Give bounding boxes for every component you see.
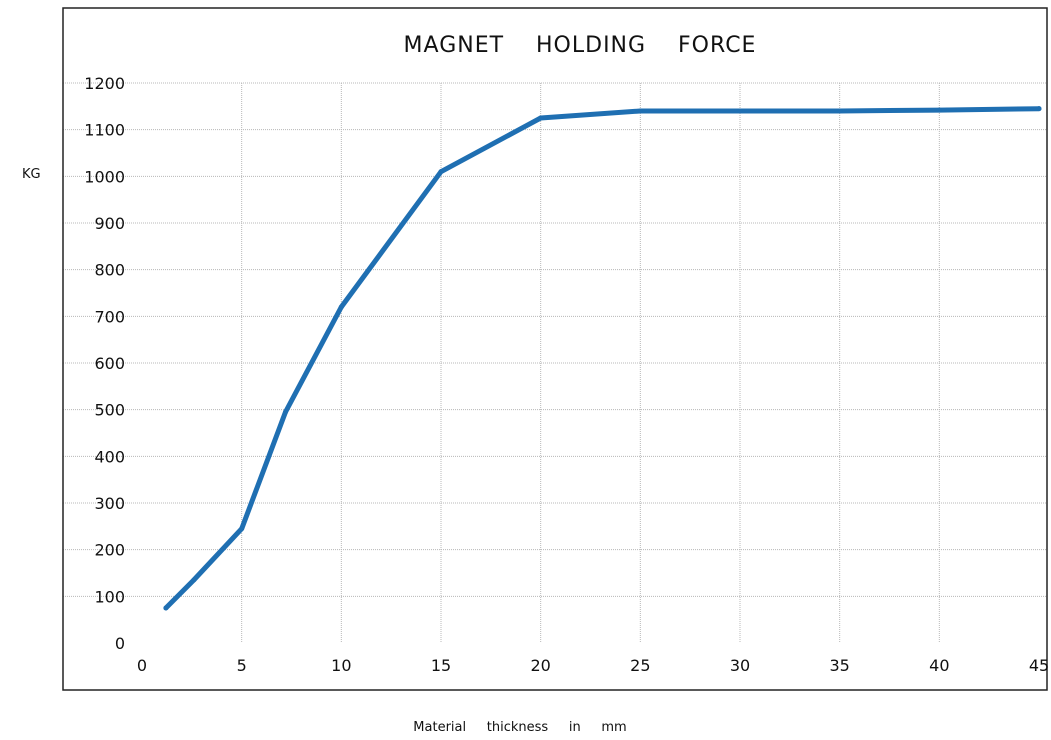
y-tick-label: 900 xyxy=(94,214,125,233)
x-tick-label: 40 xyxy=(929,656,949,675)
data-point xyxy=(538,115,544,121)
frame-layer xyxy=(62,7,1048,691)
x-tick-label: 35 xyxy=(829,656,849,675)
y-tick-label: 1000 xyxy=(84,167,125,186)
x-tick-label: 20 xyxy=(530,656,550,675)
x-tick-label: 45 xyxy=(1029,656,1049,675)
y-axis-label: KG xyxy=(22,167,41,182)
tick-layer: 0100200300400500600700800900100011001200… xyxy=(84,74,1049,675)
data-point xyxy=(737,108,743,114)
data-point xyxy=(191,577,197,583)
x-tick-label: 25 xyxy=(630,656,650,675)
chart-title: MAGNET HOLDING FORCE xyxy=(404,33,757,58)
series-line xyxy=(163,106,1042,611)
data-point xyxy=(936,107,942,113)
data-point xyxy=(163,605,169,611)
y-tick-label: 600 xyxy=(94,354,125,373)
x-tick-label: 5 xyxy=(237,656,247,675)
y-tick-label: 500 xyxy=(94,401,125,420)
x-tick-label: 30 xyxy=(730,656,750,675)
y-tick-label: 1200 xyxy=(84,74,125,93)
series-layer xyxy=(163,106,1042,611)
y-tick-label: 200 xyxy=(94,541,125,560)
y-tick-label: 700 xyxy=(94,307,125,326)
y-tick-label: 1100 xyxy=(84,121,125,140)
data-point xyxy=(438,169,444,175)
y-tick-label: 800 xyxy=(94,261,125,280)
x-axis-label: Material thickness in mm xyxy=(413,720,626,735)
grid-layer xyxy=(63,82,1047,643)
y-tick-label: 100 xyxy=(94,587,125,606)
data-point xyxy=(338,304,344,310)
data-point xyxy=(837,108,843,114)
x-tick-label: 10 xyxy=(331,656,351,675)
y-tick-label: 400 xyxy=(94,447,125,466)
y-tick-label: 0 xyxy=(115,634,125,653)
x-tick-label: 15 xyxy=(431,656,451,675)
data-point xyxy=(283,409,289,415)
data-point xyxy=(637,108,643,114)
chart-frame xyxy=(62,7,1048,691)
x-tick-label: 0 xyxy=(137,656,147,675)
data-point xyxy=(239,526,245,532)
data-point xyxy=(1036,106,1042,112)
y-tick-label: 300 xyxy=(94,494,125,513)
